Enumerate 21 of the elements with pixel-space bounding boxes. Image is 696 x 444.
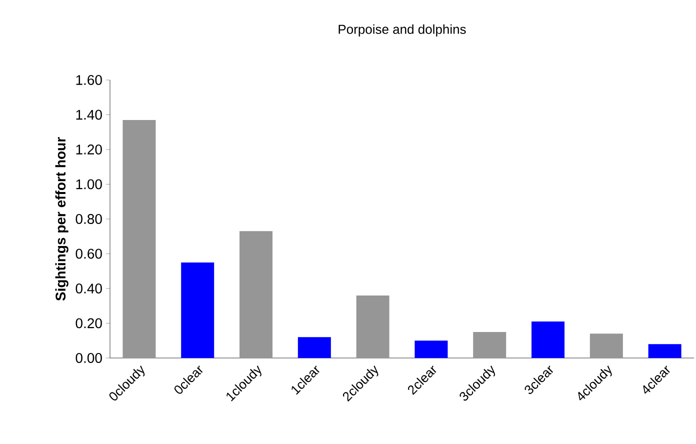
y-tick-label: 1.00 [76, 179, 102, 190]
y-tick-label: 0.00 [76, 353, 102, 363]
y-tick-label: 0.80 [76, 214, 102, 224]
y-tick-label: 0.60 [76, 248, 102, 259]
chart-title: Porpoise and dolphins [338, 24, 466, 37]
bar [648, 344, 682, 358]
y-axis-title: Sightings per effort hour [55, 137, 68, 301]
bar [356, 295, 390, 358]
y-tick-label: 1.60 [76, 75, 102, 85]
bar [240, 231, 273, 358]
bar [590, 334, 623, 358]
y-tick-label: 1.40 [76, 110, 102, 120]
bar [532, 322, 565, 358]
y-tick-label: 1.20 [76, 144, 102, 154]
bar [181, 262, 214, 358]
bar [122, 120, 156, 358]
bar [473, 332, 506, 358]
bar [414, 340, 448, 358]
y-tick-label: 0.20 [76, 318, 102, 328]
y-tick-label: 0.40 [76, 284, 102, 294]
bar [298, 337, 331, 358]
